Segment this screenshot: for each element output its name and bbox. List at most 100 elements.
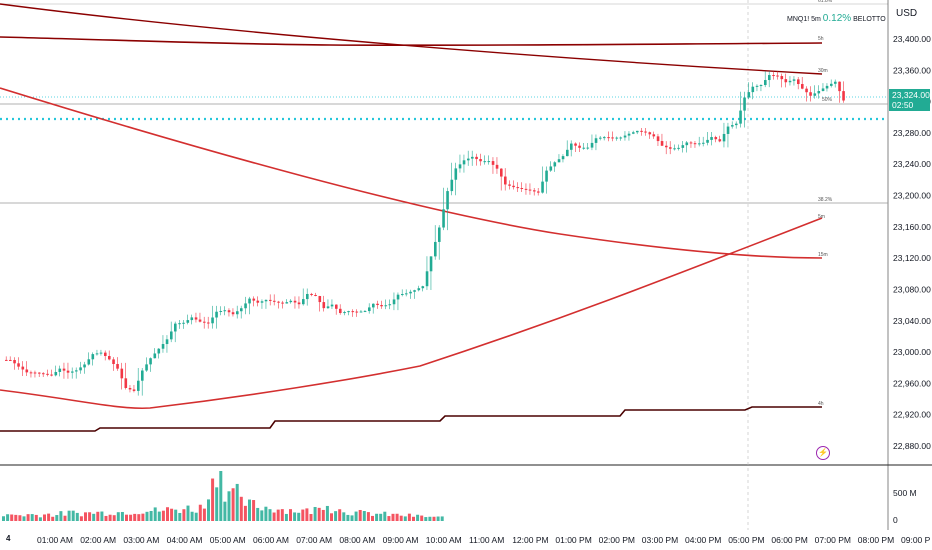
volume-bar [227,491,231,521]
x-tick-label: 07:00 PM [815,535,851,545]
volume-bar [366,512,370,521]
candle-body [256,300,260,303]
candle-body [627,133,631,136]
candle-body [636,130,639,133]
candle-body [648,132,652,135]
volume-bar [436,516,440,521]
candle-body [58,368,62,372]
candle-body [322,302,326,309]
volume-bar [284,513,288,521]
volume-bar [412,516,415,521]
candle-body [190,317,194,321]
candle-body [314,294,317,297]
y-tick-label: 22,920.00 [893,410,931,420]
candle-body [566,149,569,157]
candle-body [211,317,214,324]
y-tick-label: 23,280.00 [893,128,931,138]
volume-bar [260,510,264,521]
candle-body [289,300,293,303]
candle-body [739,110,742,124]
candle-body [401,294,404,296]
candle-body [797,79,800,85]
candle-body [29,372,33,374]
volume-bar [34,514,38,521]
candle-body [495,164,499,169]
candle-body [363,311,367,313]
x-tick-label: 05:00 PM [728,535,764,545]
candle-body [710,137,713,140]
x-tick-label: 08:00 AM [339,535,375,545]
volume-bar [112,515,116,521]
x-tick-label: 01:00 AM [37,535,73,545]
candle-body [768,75,771,81]
candle-body [417,288,421,291]
bar-countdown: 02:50 [892,100,914,110]
candle-body [561,156,565,160]
volume-bar [358,509,362,521]
candle-body [483,161,487,163]
volume-bar [43,514,46,521]
candle-body [219,310,223,312]
y-tick-label: 22,880.00 [893,441,931,451]
x-tick-label: 12:00 PM [512,535,548,545]
ma-15m-line [0,87,823,259]
candle-body [409,291,412,294]
x-tick-label: 11:00 AM [469,535,504,545]
candle-body [46,373,49,375]
candle-body [396,294,400,300]
candle-body [640,130,643,132]
candle-body [772,75,775,77]
candle-body [574,143,577,146]
volume-bar [321,509,325,521]
volume-bar [166,507,169,521]
candle-body [825,85,829,89]
candle-body [186,320,190,323]
candle-body [479,159,482,162]
currency-label[interactable]: USD [896,8,918,19]
x-tick-label: 05:00 AM [210,535,246,545]
candle-body [475,156,478,160]
candle-body [42,373,45,375]
candle-body [157,348,161,354]
volume-bar [268,509,272,521]
ma-5h-line [0,36,823,47]
y-tick-label: 22,960.00 [893,378,931,388]
indicator-name: BELOTTO [853,16,886,23]
candle-body [17,363,20,367]
candle-body [137,380,140,391]
volume-bar [170,508,174,521]
candle-body [442,209,445,228]
volume-bar [198,504,202,521]
volume-bar [248,499,251,521]
volume-bar [133,513,137,521]
y-tick-label: 23,360.00 [893,65,931,75]
candle-body [702,142,705,144]
candle-body [240,308,243,312]
candle-body [706,139,709,143]
candle-body [145,364,148,371]
volume-bar [219,471,223,521]
candle-body [223,310,227,312]
volume-bar [223,501,227,521]
candle-body [376,303,379,306]
fib-382-label: 38.2% [818,197,833,203]
candle-body [623,135,627,138]
candle-body [582,147,586,149]
candle-body [178,323,181,325]
last-price: 23,324.00 [892,90,930,100]
candle-body [359,311,363,313]
candle-body [549,166,553,171]
candle-body [124,378,128,388]
volume-bar [346,514,350,521]
candle-body [351,311,355,313]
lightning-icon[interactable]: ⚡ [816,446,830,460]
volume-bar [211,478,215,521]
candle-body [751,86,755,93]
symbol-legend[interactable]: MNQ1! 5m 0.12% BELOTTO [787,13,886,24]
candle-body [429,256,433,272]
candle-body [462,160,466,165]
candle-body [248,298,251,304]
volume-bar [215,487,219,521]
volume-bar [129,514,133,521]
